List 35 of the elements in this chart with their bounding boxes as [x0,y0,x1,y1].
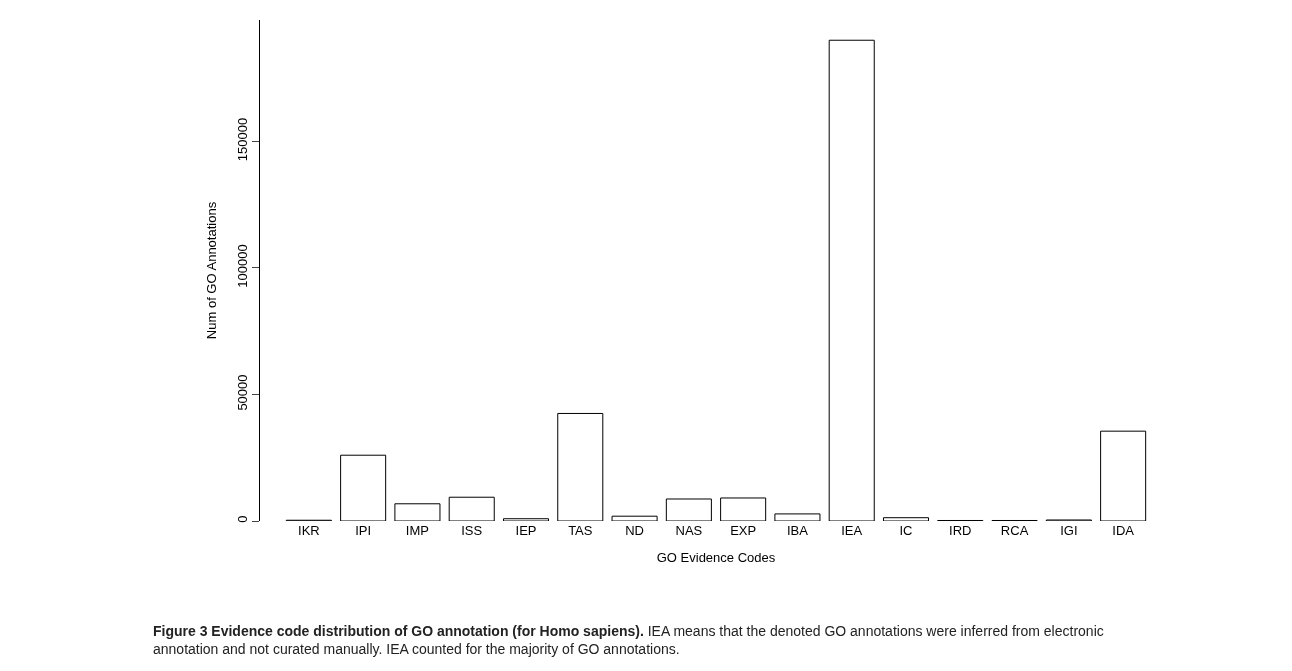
x-tick-label: IGI [1060,523,1078,538]
x-tick-label: TAS [568,523,593,538]
x-tick-label: IEP [515,523,537,538]
x-axis-title: GO Evidence Codes [656,549,776,565]
bar [882,517,930,521]
bar [340,454,387,521]
x-tick-label: IRD [949,523,972,538]
x-tick-label: EXP [730,523,757,538]
x-tick-label: IC [899,523,913,538]
x-tick-label: ND [625,523,644,538]
y-axis-title: Num of GO Annotations [203,201,219,340]
y-tick-label: 100000 [234,244,250,288]
x-tick-label: NAS [675,523,703,538]
x-tick-label: ISS [461,523,483,538]
x-tick-label: IKR [298,523,320,538]
y-tick-label: 0 [234,515,250,523]
bar [611,515,658,521]
y-tick-label: 150000 [234,117,250,162]
bar [448,496,495,521]
x-tick-label: IMP [405,523,429,538]
bar [502,518,550,521]
bar [1100,430,1147,521]
caption: Figure 3 Evidence code distribution of GO annotation (for Homo sapiens). [153,623,644,639]
bar [828,39,875,521]
x-tick-label: IBA [786,523,809,538]
bar [774,513,821,521]
bar [394,503,441,521]
x-tick-label: IPI [355,523,372,538]
x-tick-label: RCA [1000,523,1029,538]
x-tick-label: IEA [841,523,863,538]
y-tick-label: 50000 [234,374,250,411]
bar [665,498,712,521]
bar [557,412,604,521]
x-tick-label: IDA [1112,523,1135,538]
bar [720,497,767,521]
